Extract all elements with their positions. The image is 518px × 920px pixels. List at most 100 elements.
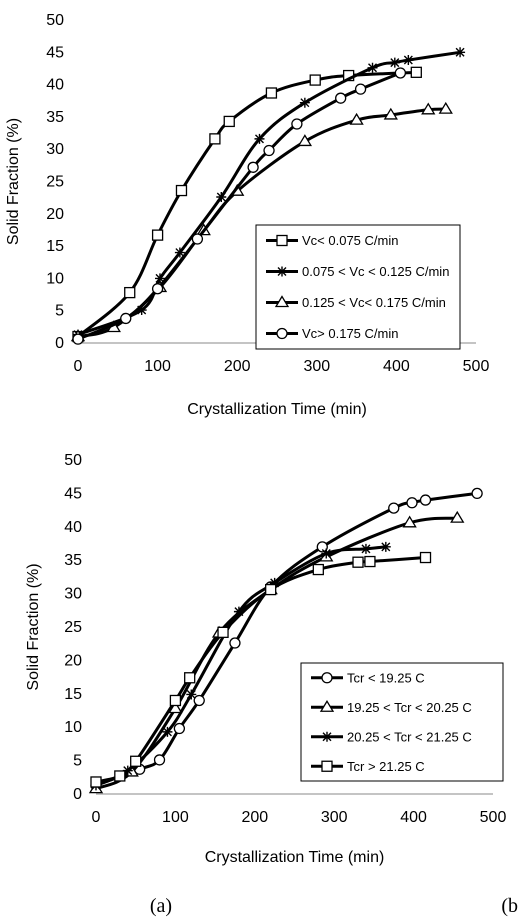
data-point <box>354 83 367 95</box>
data-point <box>438 101 453 114</box>
data-point <box>394 67 407 79</box>
panel-label-b: (b <box>501 895 518 917</box>
x-axis-label: Crystallization Time (min) <box>187 401 367 418</box>
y-tick-label: 45 <box>64 485 82 502</box>
y-tick-label: 15 <box>46 238 64 255</box>
y-tick-label: 30 <box>64 586 82 603</box>
y-tick-label: 35 <box>46 109 64 126</box>
data-point <box>406 497 418 509</box>
legend-label: 0.075 < Vc < 0.125 C/min <box>302 264 449 279</box>
data-point <box>209 133 221 145</box>
data-point <box>120 312 132 325</box>
x-tick-label: 500 <box>480 809 507 826</box>
data-point <box>299 97 310 108</box>
data-point <box>367 62 378 73</box>
y-axis-label: Solid Fraction (%) <box>25 563 42 690</box>
data-point <box>388 502 400 514</box>
legend-box <box>255 224 461 350</box>
x-tick-label: 300 <box>321 809 348 826</box>
legend: Vc< 0.075 C/min 0.075 < Vc < 0.125 C/min 0… <box>255 224 461 350</box>
data-point <box>450 510 465 523</box>
y-tick-label: 10 <box>46 270 64 287</box>
legend-marker <box>322 731 332 742</box>
legend-marker <box>277 266 287 277</box>
data-point <box>247 161 259 173</box>
data-point <box>254 133 265 144</box>
series-circle <box>72 67 407 345</box>
y-tick-label: 25 <box>46 174 64 191</box>
legend-label: Vc< 0.075 C/min <box>302 233 398 248</box>
data-point <box>360 543 371 554</box>
data-point <box>184 672 196 684</box>
legend-box <box>300 662 504 782</box>
data-point <box>410 66 422 78</box>
legend-label: Tcr < 19.25 C <box>347 670 425 685</box>
data-point <box>419 494 432 506</box>
data-point <box>233 606 244 617</box>
data-point <box>380 541 391 552</box>
x-tick-label: 300 <box>303 358 330 375</box>
x-tick-label: 200 <box>241 809 268 826</box>
data-point <box>169 694 182 707</box>
legend-label: 0.125 < Vc< 0.175 C/min <box>302 295 446 310</box>
y-tick-label: 40 <box>46 77 64 94</box>
x-tick-label: 500 <box>463 358 490 375</box>
series-line <box>77 71 401 341</box>
data-point <box>309 74 321 86</box>
data-point <box>173 722 186 735</box>
x-tick-label: 200 <box>224 358 251 375</box>
data-point <box>114 770 126 782</box>
panel-label-a: (a) <box>150 895 172 917</box>
data-point <box>130 755 142 767</box>
data-point <box>217 626 229 638</box>
data-point <box>419 551 432 564</box>
y-tick-label: 45 <box>46 44 64 61</box>
y-tick-label: 15 <box>64 686 82 703</box>
data-point <box>316 541 328 553</box>
data-point <box>349 112 364 125</box>
x-axis-label: Crystallization Time (min) <box>205 849 385 866</box>
data-point <box>321 548 332 559</box>
data-point <box>471 487 483 500</box>
series-square <box>90 551 432 788</box>
legend-label: 20.25 < Tcr < 21.25 C <box>347 729 472 744</box>
y-tick-label: 50 <box>46 12 64 29</box>
data-point <box>186 689 197 700</box>
data-point <box>162 726 173 737</box>
data-point <box>455 47 466 58</box>
data-point <box>312 563 324 576</box>
data-point <box>151 283 164 295</box>
series-line <box>77 70 417 338</box>
data-point <box>265 87 278 99</box>
y-tick-label: 10 <box>64 719 82 736</box>
y-tick-label: 40 <box>64 519 82 536</box>
data-point <box>153 754 166 766</box>
data-point <box>265 583 277 596</box>
y-tick-label: 0 <box>73 786 82 803</box>
legend-label: Vc> 0.175 C/min <box>302 326 398 341</box>
data-point <box>291 118 303 130</box>
y-tick-label: 5 <box>73 753 82 770</box>
y-tick-label: 20 <box>46 206 64 223</box>
data-point <box>216 192 227 203</box>
x-tick-label: 100 <box>144 358 171 375</box>
legend-marker <box>321 760 333 772</box>
data-point <box>335 92 347 104</box>
legend-marker <box>276 327 288 340</box>
data-point <box>352 556 364 568</box>
x-tick-label: 400 <box>400 809 427 826</box>
data-point <box>72 333 84 345</box>
data-point <box>223 115 235 128</box>
data-point <box>383 107 398 120</box>
x-tick-label: 0 <box>92 809 101 826</box>
y-tick-label: 20 <box>64 652 82 669</box>
legend-marker <box>319 699 335 712</box>
data-point <box>191 233 204 245</box>
y-tick-label: 30 <box>46 141 64 158</box>
data-point <box>402 515 417 528</box>
data-point <box>403 55 414 66</box>
y-tick-label: 0 <box>55 335 64 352</box>
data-point <box>90 776 102 788</box>
